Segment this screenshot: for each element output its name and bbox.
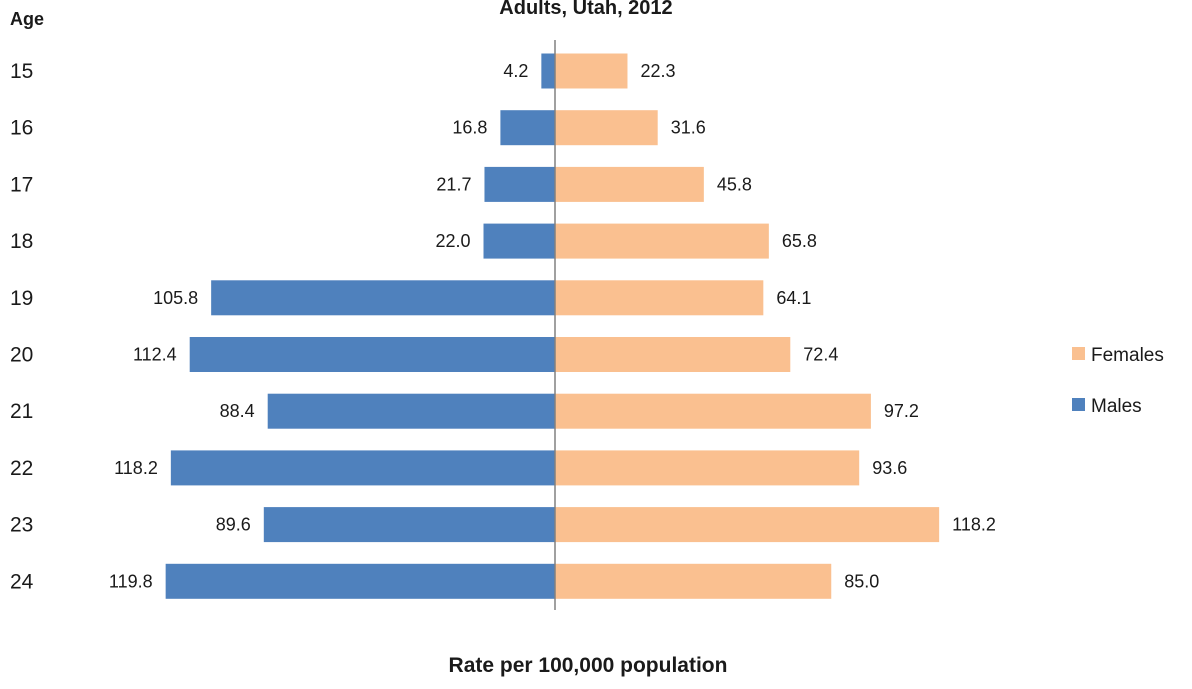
data-label-males-age-19: 105.8 [153, 288, 198, 308]
age-label-16: 16 [10, 117, 33, 140]
legend-swatch-females [1072, 347, 1085, 360]
data-label-females-age-17: 45.8 [717, 174, 752, 194]
data-label-males-age-18: 22.0 [435, 231, 470, 251]
bar-males-age-16 [500, 110, 555, 146]
data-label-males-age-15: 4.2 [503, 61, 528, 81]
bar-females-age-24 [555, 563, 832, 599]
data-label-males-age-24: 119.8 [109, 571, 153, 591]
chart-title: Adults, Utah, 2012 [499, 0, 672, 19]
bar-males-age-17 [484, 166, 555, 202]
data-label-males-age-23: 89.6 [216, 515, 251, 535]
data-label-females-age-18: 65.8 [782, 231, 817, 251]
age-label-23: 23 [10, 514, 33, 537]
value-axis-title: Rate per 100,000 population [449, 654, 728, 677]
bar-males-age-22 [170, 450, 555, 486]
bar-males-age-21 [267, 393, 555, 429]
data-label-females-age-19: 64.1 [776, 288, 811, 308]
bar-females-age-20 [555, 337, 791, 372]
age-label-24: 24 [10, 570, 34, 593]
bar-females-age-15 [555, 53, 628, 89]
bar-females-age-22 [555, 450, 860, 486]
age-label-22: 22 [10, 457, 33, 480]
data-label-females-age-24: 85.0 [844, 571, 879, 591]
bar-females-age-21 [555, 393, 871, 429]
bar-males-age-23 [263, 507, 555, 543]
data-label-males-age-16: 16.8 [452, 118, 487, 138]
bar-males-age-19 [211, 280, 555, 316]
bar-males-age-15 [541, 53, 555, 89]
age-axis-title: Age [10, 9, 44, 29]
legend-swatch-males [1072, 398, 1085, 411]
age-labels-group: 15 16 17 18 19 20 21 22 23 24 [10, 60, 34, 593]
data-label-females-age-15: 22.3 [640, 61, 675, 81]
data-label-males-age-21: 88.4 [220, 401, 255, 421]
bar-males-age-18 [483, 223, 555, 259]
data-label-males-age-22: 118.2 [114, 458, 158, 478]
males-bars-group [165, 53, 555, 599]
age-label-18: 18 [10, 230, 33, 253]
data-label-females-age-23: 118.2 [952, 515, 996, 535]
age-label-15: 15 [10, 60, 33, 83]
age-label-19: 19 [10, 287, 33, 310]
data-labels-group: 4.2 22.3 16.8 31.6 21.7 45.8 22.0 65.8 105.8 64.1… [109, 61, 996, 591]
age-label-21: 21 [10, 400, 33, 423]
data-label-females-age-16: 31.6 [671, 118, 706, 138]
data-label-males-age-20: 112.4 [133, 345, 177, 365]
bar-females-age-19 [555, 280, 764, 316]
data-label-females-age-22: 93.6 [872, 458, 907, 478]
legend: Females Males [1072, 345, 1164, 417]
legend-label-males: Males [1091, 396, 1142, 417]
bar-males-age-24 [165, 563, 555, 599]
bar-males-age-20 [189, 337, 555, 372]
data-label-females-age-20: 72.4 [803, 345, 838, 365]
data-label-males-age-17: 21.7 [436, 174, 471, 194]
age-label-20: 20 [10, 344, 33, 367]
bar-females-age-18 [555, 223, 769, 259]
bar-females-age-16 [555, 110, 658, 146]
females-bars-group [555, 53, 940, 599]
age-label-17: 17 [10, 173, 33, 196]
legend-label-females: Females [1091, 345, 1164, 366]
data-label-females-age-21: 97.2 [884, 401, 919, 421]
bar-females-age-23 [555, 507, 940, 543]
bar-females-age-17 [555, 166, 704, 202]
